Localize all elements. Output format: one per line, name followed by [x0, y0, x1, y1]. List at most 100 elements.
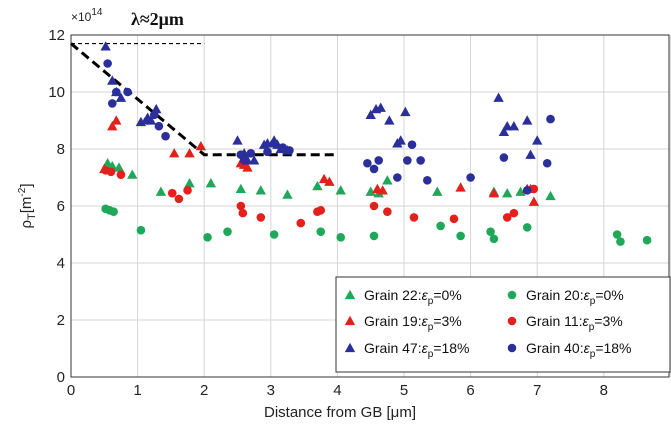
data-point: [154, 121, 164, 131]
legend-marker: [507, 343, 517, 353]
data-point: [502, 187, 513, 198]
x-tick-label: 4: [333, 382, 341, 399]
data-point: [522, 223, 532, 232]
data-point: [232, 135, 243, 145]
y-tick-label: 12: [48, 27, 65, 44]
legend-marker: [507, 290, 517, 300]
data-point: [488, 187, 500, 198]
data-point: [316, 227, 326, 236]
data-point: [449, 214, 459, 224]
y-tick-label: 10: [48, 84, 65, 101]
data-point: [384, 115, 395, 125]
data-point: [269, 139, 279, 148]
x-tick-label: 3: [267, 382, 275, 399]
legend-label: Grain 40:εp=18%: [526, 340, 632, 360]
data-point: [107, 99, 117, 108]
data-point: [136, 225, 146, 235]
data-point: [238, 208, 248, 218]
legend: Grain 22:εp=0% Grain 20:εp=0% Grain 19:εp=…: [335, 276, 671, 373]
legend-entry: Grain 47:εp=18%: [344, 340, 470, 360]
data-point: [525, 149, 536, 159]
legend-marker: [344, 342, 356, 353]
series-grain-11-circle: [101, 166, 539, 228]
data-point: [282, 189, 293, 199]
data-point: [111, 87, 121, 97]
data-point: [263, 147, 272, 157]
data-point: [374, 156, 383, 165]
data-point: [403, 156, 412, 165]
legend-entry: Grain 19:εp=3%: [344, 313, 462, 333]
lambda-annotation: λ≈2μm: [131, 9, 184, 29]
data-point: [111, 115, 122, 125]
data-point: [335, 185, 346, 195]
data-point: [255, 185, 267, 195]
x-tick-label: 6: [466, 382, 474, 399]
legend-label: Grain 20:εp=0%: [526, 287, 624, 307]
data-point: [318, 173, 330, 184]
data-point: [363, 158, 372, 168]
fit-lines: [70, 42, 338, 157]
data-point: [532, 135, 543, 145]
series-grain-20-circle: [101, 204, 652, 246]
data-point: [499, 153, 509, 162]
data-point: [542, 158, 552, 168]
data-point: [316, 205, 326, 215]
series-grain-19-triangle: [99, 115, 540, 206]
data-point: [106, 167, 116, 177]
data-point: [369, 201, 379, 211]
data-point: [515, 186, 526, 196]
data-point: [436, 221, 445, 231]
legend-box: [335, 276, 671, 373]
data-point: [242, 162, 253, 172]
data-point: [456, 231, 465, 241]
data-point: [100, 41, 111, 51]
data-point: [184, 178, 195, 188]
data-point: [135, 116, 147, 127]
data-point: [432, 186, 443, 196]
data-point: [246, 148, 256, 158]
legend-marker: [344, 315, 356, 326]
y-tick-label: 2: [57, 312, 65, 329]
data-point: [509, 208, 519, 218]
legend-entries: Grain 22:εp=0% Grain 20:εp=0% Grain 19:εp=…: [344, 287, 632, 360]
data-point: [116, 170, 126, 179]
data-point: [107, 75, 118, 85]
data-point: [127, 169, 138, 179]
data-point: [223, 227, 232, 236]
data-point: [155, 186, 167, 196]
x-tick-label: 1: [133, 382, 141, 399]
data-point: [498, 126, 510, 137]
data-point: [393, 173, 402, 182]
data-point: [508, 121, 520, 131]
data-point: [493, 92, 504, 102]
y-axis-exponent: ×1014: [71, 7, 103, 24]
fit-line: [70, 42, 338, 157]
y-axis-label: ρT[m-2]: [17, 183, 38, 228]
data-point: [409, 213, 419, 222]
data-point: [528, 196, 540, 206]
legend-label: Grain 47:εp=18%: [364, 340, 470, 360]
series-grain-40-circle: [103, 59, 555, 195]
data-point: [455, 182, 466, 192]
data-point: [239, 156, 249, 165]
x-tick-label: 5: [400, 382, 408, 399]
data-point: [269, 230, 279, 239]
data-point: [262, 138, 273, 148]
data-point: [256, 213, 266, 222]
data-point: [115, 92, 127, 102]
data-point: [489, 234, 499, 244]
data-point: [324, 176, 335, 186]
data-point: [103, 59, 112, 68]
legend-entry: Grain 22:εp=0%: [344, 287, 462, 307]
data-point: [109, 207, 118, 216]
y-tick-label: 8: [57, 141, 65, 158]
data-point: [123, 87, 132, 97]
data-point: [546, 114, 555, 124]
data-point: [545, 190, 556, 201]
data-point: [169, 148, 180, 158]
data-point: [400, 106, 411, 117]
data-point: [466, 173, 475, 182]
data-point: [502, 213, 512, 222]
data-point: [365, 186, 376, 196]
